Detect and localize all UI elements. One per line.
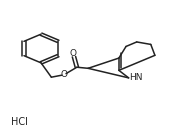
Text: O: O bbox=[61, 70, 68, 79]
Text: HN: HN bbox=[130, 73, 143, 82]
Text: O: O bbox=[70, 49, 77, 58]
Text: HCl: HCl bbox=[11, 117, 28, 127]
